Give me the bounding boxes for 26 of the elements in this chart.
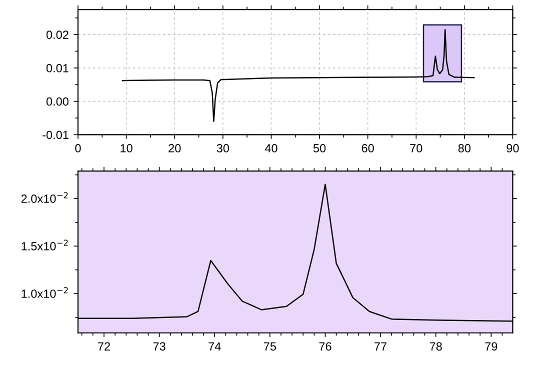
x-tick-label: 73 — [153, 342, 166, 351]
x-tick-label: 60 — [362, 144, 374, 152]
y-tick-label: 2.0x10$^{−2}$ — [21, 192, 68, 203]
x-tick-label: 77 — [374, 342, 387, 350]
x-tick-label: 74 — [208, 342, 221, 350]
y-tick-label: 1.5x10$^{−2}$ — [22, 240, 68, 250]
x-tick-label: 79 — [485, 342, 498, 351]
y-tick-label: -0.01 — [42, 130, 68, 140]
line-series — [122, 28, 475, 122]
y-tick-label: 0.00 — [46, 97, 69, 106]
x-tick-label: 50 — [313, 144, 326, 152]
x-tick-label: 20 — [168, 144, 181, 152]
x-tick-label: 70 — [410, 144, 422, 152]
x-tick-label: 72 — [98, 342, 110, 350]
x-tick-label: 90 — [506, 144, 519, 152]
x-tick-label: 80 — [458, 144, 471, 152]
x-tick-label: 78 — [430, 342, 442, 351]
x-tick-label: 30 — [216, 144, 230, 152]
x-tick-label: 75 — [264, 342, 276, 351]
x-tick-label: 10 — [120, 144, 132, 152]
x-tick-label: 40 — [264, 144, 278, 152]
y-tick-label: 1.0x10$^{−2}$ — [22, 287, 68, 298]
y-tick-label: 0.01 — [46, 64, 68, 72]
x-tick-label: 0 — [75, 144, 81, 152]
y-tick-label: 0.02 — [46, 30, 68, 39]
x-tick-label: 76 — [319, 342, 332, 351]
